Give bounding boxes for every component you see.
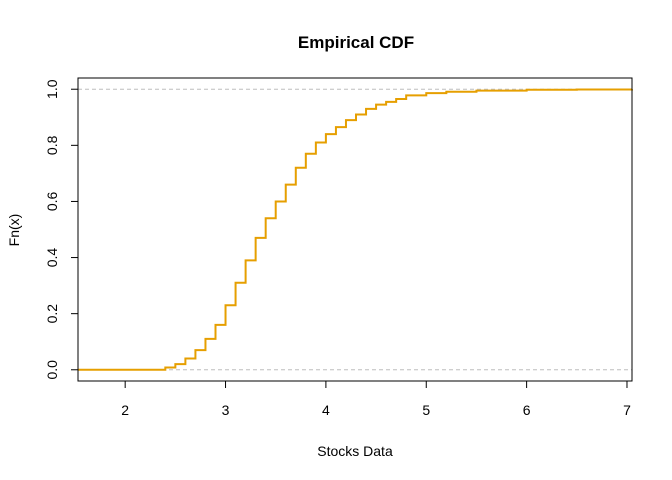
cdf-series [78, 88, 633, 371]
x-axis-label: Stocks Data [317, 443, 393, 459]
x-tick-label: 3 [222, 402, 230, 418]
reference-lines [78, 88, 632, 371]
y-tick-label: 0.8 [44, 135, 60, 155]
y-axis-label: Fn(x) [6, 214, 22, 247]
x-tick-label: 5 [422, 402, 430, 418]
x-axis: 2 3 4 5 6 7 [121, 381, 631, 418]
cdf-line [78, 88, 633, 371]
y-axis: 0.0 0.2 0.4 0.6 0.8 1.0 [44, 79, 78, 380]
x-tick-label: 4 [322, 402, 330, 418]
y-tick-label: 0.2 [44, 304, 60, 324]
x-tick-label: 7 [623, 402, 631, 418]
x-tick-label: 6 [523, 402, 531, 418]
y-tick-label: 0.0 [44, 360, 60, 380]
chart-title: Empirical CDF [298, 33, 414, 52]
y-tick-label: 1.0 [44, 79, 60, 99]
y-tick-label: 0.4 [44, 248, 60, 268]
x-tick-label: 2 [121, 402, 129, 418]
y-tick-label: 0.6 [44, 192, 60, 212]
plot-frame [77, 77, 633, 382]
